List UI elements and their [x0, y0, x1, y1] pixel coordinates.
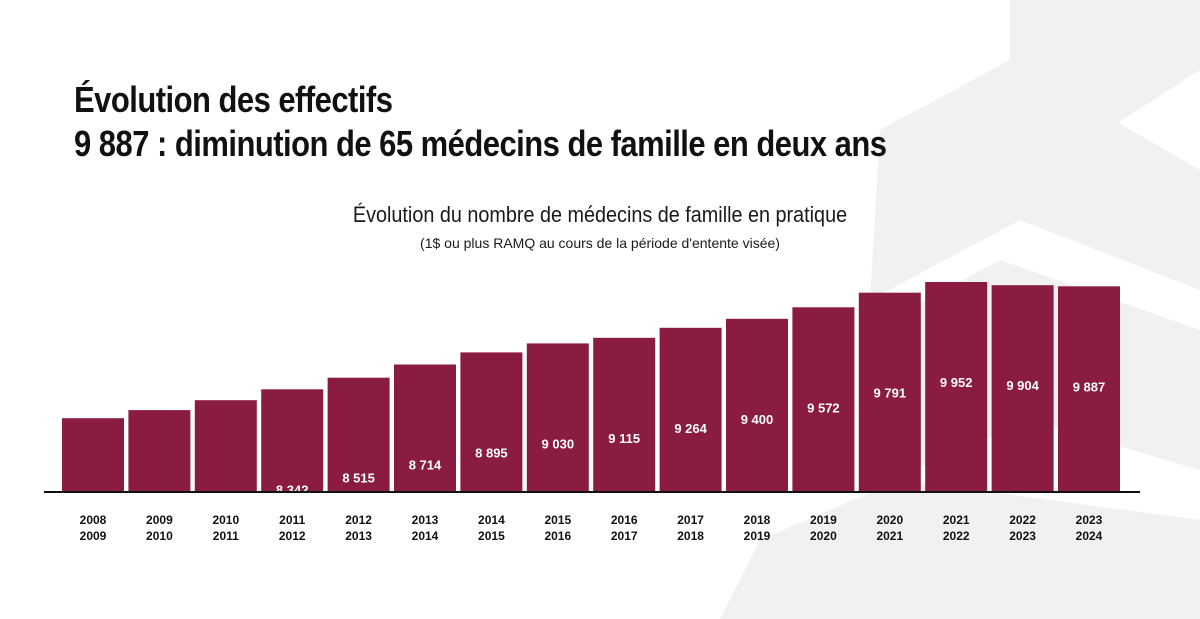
- x-tick-label: 2010: [212, 513, 239, 527]
- bar-value-label: 9 791: [874, 386, 907, 401]
- bar-2016-2017: [593, 337, 656, 492]
- bar-value-label: 9 115: [608, 431, 640, 446]
- x-tick-label: 2008: [80, 513, 107, 527]
- bar-value-label: 9 887: [1073, 379, 1106, 394]
- bar-2010-2011: [194, 400, 257, 492]
- bar-2011-2012: [261, 389, 324, 492]
- bar-2019-2020: [792, 307, 855, 492]
- bar-2018-2019: [726, 318, 788, 492]
- x-tick-label: 2012: [279, 529, 306, 543]
- x-tick-label: 2014: [412, 529, 439, 543]
- bar-value-label: 9 030: [542, 436, 575, 451]
- bar-2023-2024: [1058, 286, 1120, 492]
- x-tick-label: 2015: [478, 529, 505, 543]
- x-tick-label: 2011: [213, 529, 239, 543]
- x-tick-label: 2021: [876, 529, 903, 543]
- bar-2017-2018: [659, 327, 722, 492]
- bar-2009-2010: [128, 410, 191, 492]
- bar-value-label: 8 178: [210, 493, 243, 508]
- x-tick-label: 2020: [876, 513, 903, 527]
- x-tick-label: 2021: [943, 513, 970, 527]
- x-tick-label: 2009: [80, 529, 107, 543]
- bar-value-label: 9 572: [807, 400, 840, 415]
- x-tick-label: 2023: [1009, 529, 1036, 543]
- bar-value-label: 9 904: [1006, 378, 1039, 393]
- bar-2015-2016: [526, 343, 589, 492]
- x-tick-label: 2012: [345, 513, 372, 527]
- x-tick-label: 2011: [279, 513, 305, 527]
- bar-value-label: 9 400: [741, 412, 774, 427]
- bar-2021-2022: [925, 282, 988, 492]
- x-tick-label: 2016: [611, 513, 638, 527]
- x-tick-label: 2009: [146, 513, 173, 527]
- bar-value-label: 8 342: [276, 482, 309, 497]
- page-headline: Évolution des effectifs 9 887 : diminuti…: [74, 78, 887, 166]
- x-tick-label: 2013: [412, 513, 439, 527]
- x-tick-label: 2019: [810, 513, 837, 527]
- bar-value-label: 9 952: [940, 375, 973, 390]
- x-tick-label: 2022: [1009, 513, 1036, 527]
- x-tick-label: 2017: [677, 513, 704, 527]
- bar-2012-2013: [327, 377, 390, 492]
- bar-2013-2014: [394, 364, 456, 492]
- bar-2014-2015: [460, 352, 523, 492]
- x-tick-label: 2018: [677, 529, 704, 543]
- x-tick-label: 2015: [544, 513, 571, 527]
- headline-line-2: 9 887 : diminution de 65 médecins de fam…: [74, 123, 887, 164]
- x-tick-label: 2016: [544, 529, 571, 543]
- bar-value-label: 8 895: [475, 445, 508, 460]
- x-tick-label: 2024: [1076, 529, 1103, 543]
- chart-title: Évolution du nombre de médecins de famil…: [352, 202, 848, 227]
- x-tick-label: 2022: [943, 529, 970, 543]
- bar-value-label: 9 264: [674, 421, 707, 436]
- bar-value-label: 8 030: [143, 503, 176, 518]
- x-tick-label: 2023: [1076, 513, 1103, 527]
- x-tick-label: 2013: [345, 529, 372, 543]
- x-tick-label: 2018: [744, 513, 771, 527]
- x-tick-label: 2010: [146, 529, 173, 543]
- bar-value-label: 8 515: [342, 471, 375, 486]
- x-tick-label: 2020: [810, 529, 837, 543]
- bar-2008-2009: [62, 418, 124, 492]
- bar-value-label: 7 907: [77, 511, 110, 526]
- x-tick-label: 2017: [611, 529, 638, 543]
- headline-line-1: Évolution des effectifs: [74, 79, 393, 120]
- chart-subtitle: (1$ ou plus RAMQ au cours de la période …: [420, 235, 780, 251]
- bar-2020-2021: [858, 292, 921, 492]
- x-tick-label: 2014: [478, 513, 505, 527]
- bar-2022-2023: [991, 285, 1054, 492]
- bar-value-label: 8 714: [409, 458, 442, 473]
- x-tick-label: 2019: [744, 529, 771, 543]
